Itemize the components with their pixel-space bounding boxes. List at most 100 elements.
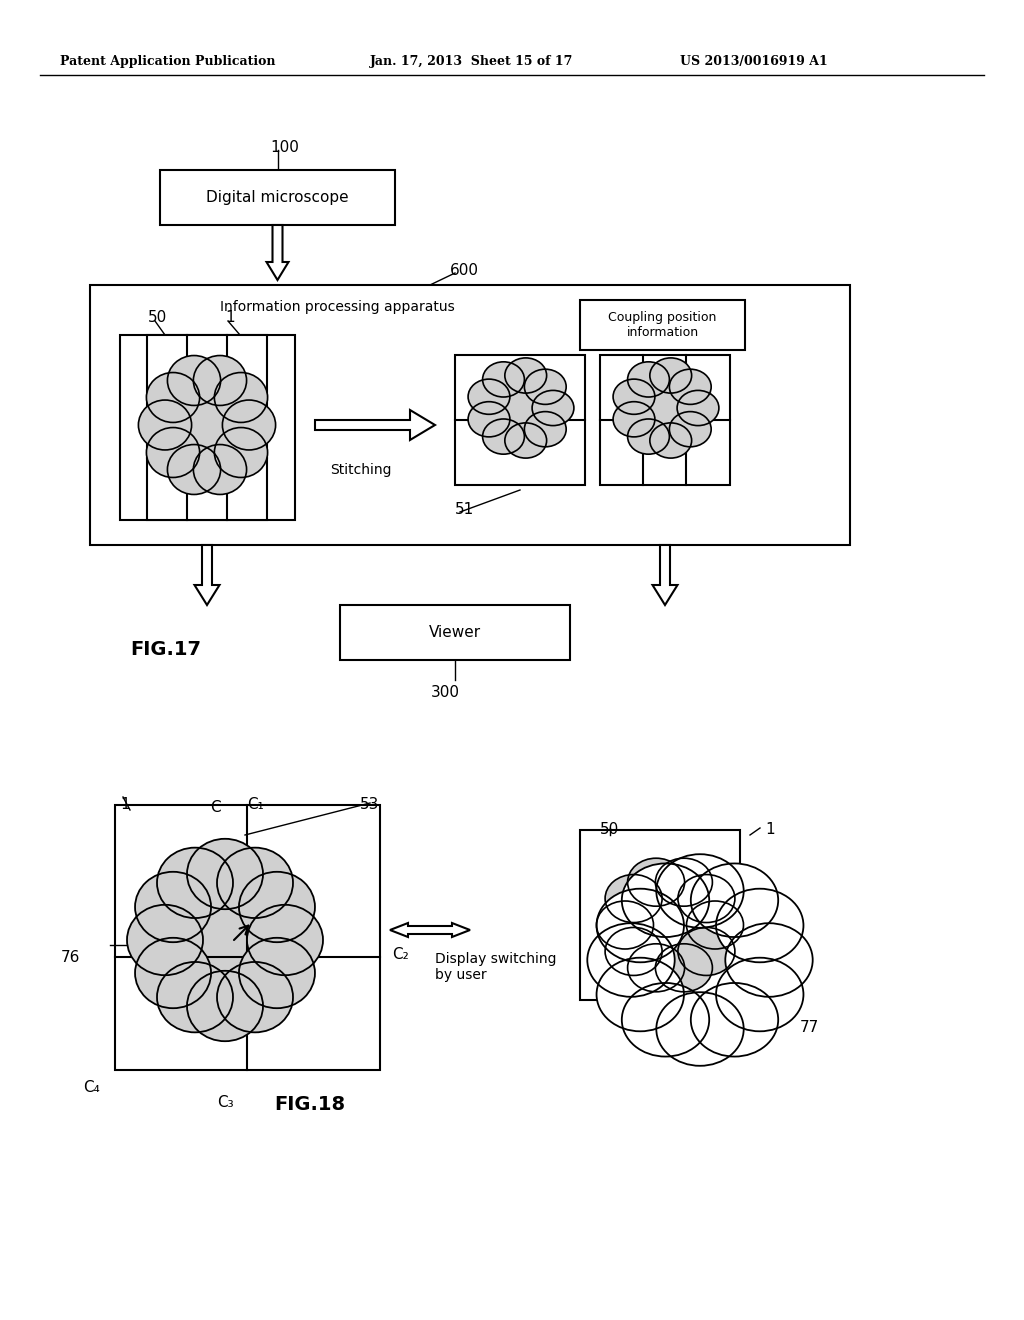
Ellipse shape [146, 372, 200, 422]
Ellipse shape [482, 362, 524, 397]
Ellipse shape [691, 983, 778, 1056]
Ellipse shape [247, 904, 323, 975]
Polygon shape [195, 545, 219, 605]
Text: Digital microscope: Digital microscope [206, 190, 349, 205]
Text: 53: 53 [360, 797, 379, 812]
Ellipse shape [716, 958, 804, 1031]
Text: C₃: C₃ [217, 1096, 233, 1110]
Text: FIG.18: FIG.18 [274, 1096, 345, 1114]
Ellipse shape [622, 983, 710, 1056]
Ellipse shape [482, 418, 524, 454]
Ellipse shape [650, 358, 691, 393]
Ellipse shape [217, 847, 293, 917]
Ellipse shape [167, 445, 220, 495]
Ellipse shape [628, 944, 685, 991]
FancyBboxPatch shape [160, 170, 395, 224]
Text: Stitching: Stitching [330, 463, 391, 477]
Ellipse shape [146, 428, 200, 478]
FancyBboxPatch shape [580, 830, 740, 1001]
Text: C₂: C₂ [392, 946, 409, 962]
Text: Coupling position
information: Coupling position information [608, 312, 717, 339]
Ellipse shape [597, 869, 804, 1052]
Ellipse shape [628, 418, 670, 454]
Ellipse shape [670, 412, 712, 446]
Ellipse shape [597, 902, 653, 949]
Polygon shape [266, 224, 289, 280]
Ellipse shape [628, 858, 685, 907]
Bar [580, 830, 740, 1001]
Text: Viewer: Viewer [429, 624, 481, 640]
Ellipse shape [605, 875, 663, 923]
FancyBboxPatch shape [580, 300, 745, 350]
Ellipse shape [239, 871, 315, 942]
Text: 100: 100 [270, 140, 299, 154]
Ellipse shape [597, 888, 684, 962]
FancyBboxPatch shape [90, 285, 850, 545]
Ellipse shape [716, 888, 804, 962]
Text: 50: 50 [600, 822, 620, 837]
Text: 1: 1 [225, 310, 234, 325]
Ellipse shape [157, 962, 233, 1032]
Text: Jan. 17, 2013  Sheet 15 of 17: Jan. 17, 2013 Sheet 15 of 17 [370, 55, 573, 69]
FancyBboxPatch shape [147, 335, 267, 520]
Ellipse shape [505, 358, 547, 393]
Ellipse shape [615, 364, 715, 451]
Ellipse shape [135, 851, 315, 1028]
Ellipse shape [194, 355, 247, 405]
Text: C₁: C₁ [247, 797, 264, 812]
Ellipse shape [655, 858, 713, 907]
FancyBboxPatch shape [455, 355, 585, 484]
Polygon shape [315, 411, 435, 440]
Text: 77: 77 [800, 1020, 819, 1035]
Ellipse shape [678, 928, 735, 975]
Ellipse shape [468, 401, 510, 437]
Ellipse shape [214, 372, 267, 422]
Text: 50: 50 [148, 310, 167, 325]
Ellipse shape [602, 865, 737, 985]
Ellipse shape [138, 400, 191, 450]
Ellipse shape [144, 363, 270, 487]
Ellipse shape [656, 854, 743, 928]
Text: US 2013/0016919 A1: US 2013/0016919 A1 [680, 55, 827, 69]
Ellipse shape [524, 370, 566, 404]
Ellipse shape [239, 937, 315, 1008]
Ellipse shape [157, 847, 233, 917]
Ellipse shape [127, 904, 203, 975]
Ellipse shape [650, 422, 691, 458]
Text: FIG.17: FIG.17 [130, 640, 201, 659]
Polygon shape [652, 545, 678, 605]
Ellipse shape [187, 838, 263, 909]
Ellipse shape [505, 422, 547, 458]
Text: Patent Application Publication: Patent Application Publication [60, 55, 275, 69]
Ellipse shape [468, 379, 510, 414]
Ellipse shape [217, 962, 293, 1032]
Ellipse shape [655, 944, 713, 991]
Ellipse shape [686, 902, 743, 949]
FancyBboxPatch shape [120, 335, 295, 520]
Text: Information processing apparatus: Information processing apparatus [220, 300, 455, 314]
Ellipse shape [222, 400, 275, 450]
Ellipse shape [725, 923, 813, 997]
Ellipse shape [135, 937, 211, 1008]
FancyBboxPatch shape [600, 355, 730, 484]
Ellipse shape [167, 355, 220, 405]
Ellipse shape [187, 970, 263, 1041]
Ellipse shape [678, 875, 735, 923]
Ellipse shape [670, 370, 712, 404]
Ellipse shape [613, 379, 655, 414]
Ellipse shape [622, 863, 710, 937]
Ellipse shape [214, 428, 267, 478]
Text: 300: 300 [430, 685, 460, 700]
Text: Display switching
by user: Display switching by user [435, 952, 556, 982]
Ellipse shape [613, 401, 655, 437]
Ellipse shape [524, 412, 566, 446]
Text: 600: 600 [450, 263, 479, 279]
Ellipse shape [588, 923, 675, 997]
Ellipse shape [194, 445, 247, 495]
Text: 76: 76 [60, 950, 80, 965]
Text: 51: 51 [455, 502, 474, 517]
Polygon shape [390, 923, 470, 937]
FancyBboxPatch shape [340, 605, 570, 660]
Ellipse shape [628, 362, 670, 397]
Text: C: C [210, 800, 220, 814]
